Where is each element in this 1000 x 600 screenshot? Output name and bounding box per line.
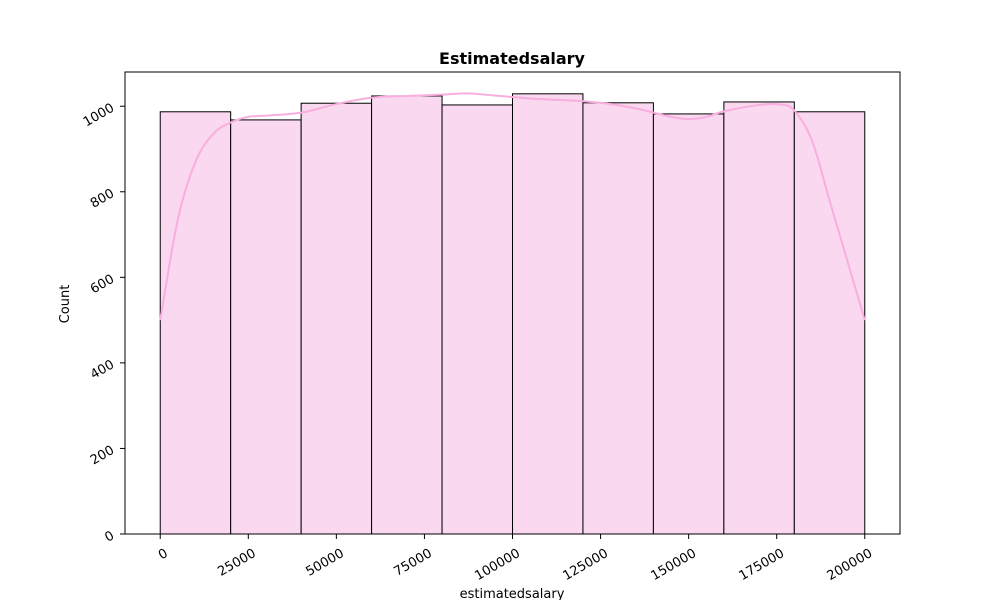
y-tick-label: 1000 <box>81 101 117 131</box>
x-axis-label: estimatedsalary <box>460 587 565 600</box>
y-tick-label: 600 <box>88 272 117 297</box>
kde-line <box>159 92 866 321</box>
y-tick-label: 400 <box>88 357 117 382</box>
x-tick-label: 75000 <box>392 546 435 580</box>
x-tick-label: 175000 <box>737 546 787 584</box>
chart-title: Estimatedsalary <box>439 49 586 68</box>
histogram-bar <box>371 95 443 535</box>
histogram-bar <box>582 102 654 535</box>
histogram-bar <box>300 102 373 535</box>
bars-group <box>159 93 866 535</box>
x-tick-label: 100000 <box>472 546 522 584</box>
y-tick-label: 0 <box>102 528 117 545</box>
x-tick-label: 200000 <box>825 546 875 584</box>
x-tick-label: 25000 <box>215 546 258 580</box>
x-tick-label: 0 <box>156 546 171 563</box>
y-tick-label: 800 <box>88 186 117 211</box>
histogram-bar <box>512 93 584 535</box>
histogram-bar <box>652 113 725 535</box>
x-axis-ticks: 0 25000 50000 75000 100000 125000 150000 175000… <box>156 534 875 584</box>
kde-group <box>159 92 866 321</box>
y-tick-label: 200 <box>88 443 117 468</box>
x-tick-label: 150000 <box>649 546 699 584</box>
histogram-bar <box>159 111 232 535</box>
y-axis-ticks: 0 200 400 600 800 1000 <box>81 101 125 546</box>
histogram-bar <box>230 119 302 535</box>
x-tick-label: 125000 <box>560 546 610 584</box>
x-tick-label: 50000 <box>303 546 346 580</box>
histogram-bar <box>723 101 795 535</box>
histogram-bar <box>441 104 513 535</box>
histogram-bar <box>793 111 866 535</box>
y-axis-label: Count <box>58 285 73 324</box>
